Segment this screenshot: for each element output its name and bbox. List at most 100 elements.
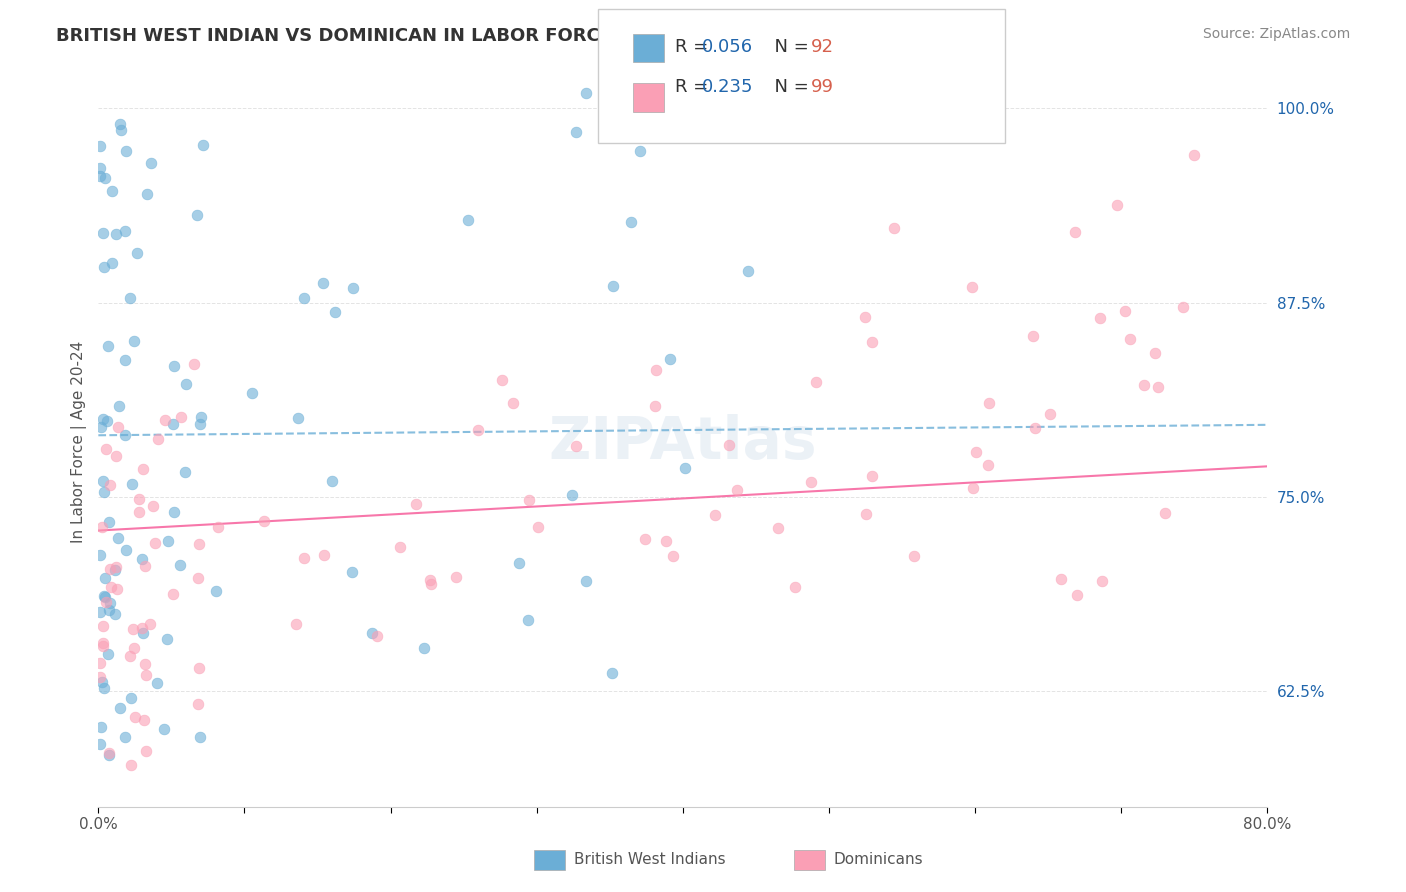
Point [128,505,150,519]
Text: 99: 99 [811,78,834,96]
Point [89,737,111,751]
Point [804,376,827,390]
Point [1147,380,1170,394]
Point [388,540,411,554]
Point [1118,332,1140,346]
Point [114,542,136,557]
Text: 92: 92 [811,38,834,56]
Point [94,170,117,185]
Point [564,125,586,139]
Point [91,226,114,240]
Point [89,657,111,671]
Point [170,409,193,424]
Point [242,385,264,400]
Point [527,520,550,534]
Point [637,86,659,100]
Point [90,719,112,733]
Point [89,605,111,619]
Point [312,548,335,562]
Point [188,731,211,745]
Point [183,357,205,371]
Point [1022,329,1045,343]
Point [105,449,128,463]
Text: British West Indians: British West Indians [574,853,725,867]
Point [124,710,146,724]
Point [91,474,114,488]
Point [93,571,115,585]
Point [114,730,136,744]
Point [207,520,229,534]
Text: 0.056: 0.056 [702,38,752,56]
Point [342,281,364,295]
Point [517,613,540,627]
Point [1153,506,1175,520]
Point [120,758,142,772]
Point [602,279,624,293]
Point [118,649,141,664]
Point [654,533,676,548]
Point [94,595,117,609]
Point [97,647,120,661]
Point [125,246,148,260]
Point [860,335,883,350]
Point [163,359,186,374]
Point [1066,589,1088,603]
Point [131,552,153,566]
Point [491,373,513,387]
Point [312,277,335,291]
Point [157,534,180,549]
Point [645,363,668,377]
Text: N =: N = [763,38,815,56]
Text: ZIPAtlas: ZIPAtlas [548,414,817,471]
Text: 0.235: 0.235 [702,78,754,96]
Point [785,580,807,594]
Point [965,445,987,459]
Point [89,161,111,175]
Point [107,420,129,434]
Point [508,556,530,570]
Point [134,657,156,671]
Point [128,492,150,507]
Point [124,334,146,349]
Point [658,351,681,366]
Point [574,574,596,588]
Point [360,626,382,640]
Point [1114,304,1136,318]
Point [628,145,651,159]
Point [98,478,121,492]
Point [104,607,127,621]
Point [977,396,1000,410]
Point [132,462,155,476]
Point [93,260,115,274]
Point [107,531,129,545]
Point [188,661,211,675]
Point [91,619,114,633]
Point [108,700,131,714]
Point [139,155,162,169]
Point [91,412,114,426]
Point [91,674,114,689]
Point [90,420,112,434]
Point [883,220,905,235]
Point [662,549,685,564]
Point [285,616,308,631]
Point [620,215,643,229]
Point [292,291,315,305]
Point [114,224,136,238]
Point [97,339,120,353]
Point [561,488,583,502]
Point [325,304,347,318]
Text: R =: R = [675,38,714,56]
Point [1091,574,1114,589]
Point [89,138,111,153]
Point [766,521,789,535]
Point [162,587,184,601]
Point [114,352,136,367]
Text: N =: N = [763,78,815,96]
Point [153,722,176,736]
Point [294,551,316,566]
Point [108,117,131,131]
Point [174,465,197,479]
Point [121,477,143,491]
Point [146,676,169,690]
